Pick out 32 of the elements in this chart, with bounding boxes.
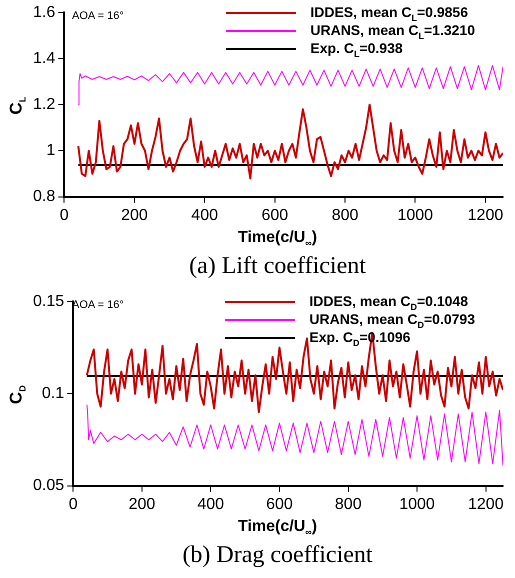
x-tick-label: 800	[332, 206, 358, 224]
x-tick-label: 1000	[399, 496, 435, 513]
y-tick-label: 1	[46, 142, 56, 160]
y-tick-label: 0.1	[42, 385, 64, 402]
y-tick-label: 0.8	[32, 188, 56, 206]
text: (a) Lift coefficient	[188, 253, 367, 280]
text: (b) Drag coefficient	[181, 542, 374, 569]
y-tick-label: 1.4	[32, 50, 56, 68]
x-tick-label: 200	[121, 206, 148, 224]
legend-label: URANS, mean C$_{D}$=0.0793	[309, 310, 475, 330]
legend-label: IDDES, mean C$_{D}$=0.1048	[309, 292, 468, 312]
legend-label: Exp. C$_{L}$=0.938	[310, 40, 403, 58]
x-tick-label: 1200	[468, 206, 504, 224]
annotation: AOA = 16°	[72, 10, 124, 22]
x-tick-label: 0	[68, 496, 78, 513]
y-tick-label: 1.6	[32, 4, 56, 22]
y-tick-label: 1.2	[32, 96, 56, 114]
x-axis-title: Time(c/U$_{∞}$)	[236, 518, 318, 538]
x-tick-label: 800	[334, 496, 362, 513]
x-tick-label: 1000	[397, 206, 434, 224]
x-tick-label: 400	[197, 496, 224, 513]
x-tick-label: 400	[191, 206, 218, 224]
y-tick-label: 0.05	[33, 477, 64, 494]
x-tick-label: 0	[60, 206, 69, 224]
x-tick-label: 600	[266, 496, 293, 513]
x-tick-label: 600	[261, 206, 288, 224]
legend-label: IDDES, mean C$_{L}$=0.9856	[310, 4, 468, 22]
x-tick-label: 200	[128, 496, 156, 513]
y-tick-label: 0.15	[33, 293, 64, 310]
x-axis-title: Time(c/U$_{∞}$)	[236, 229, 318, 248]
legend-label: URANS, mean C$_{L}$=1.3210	[310, 22, 475, 40]
x-tick-label: 1200	[468, 496, 504, 513]
